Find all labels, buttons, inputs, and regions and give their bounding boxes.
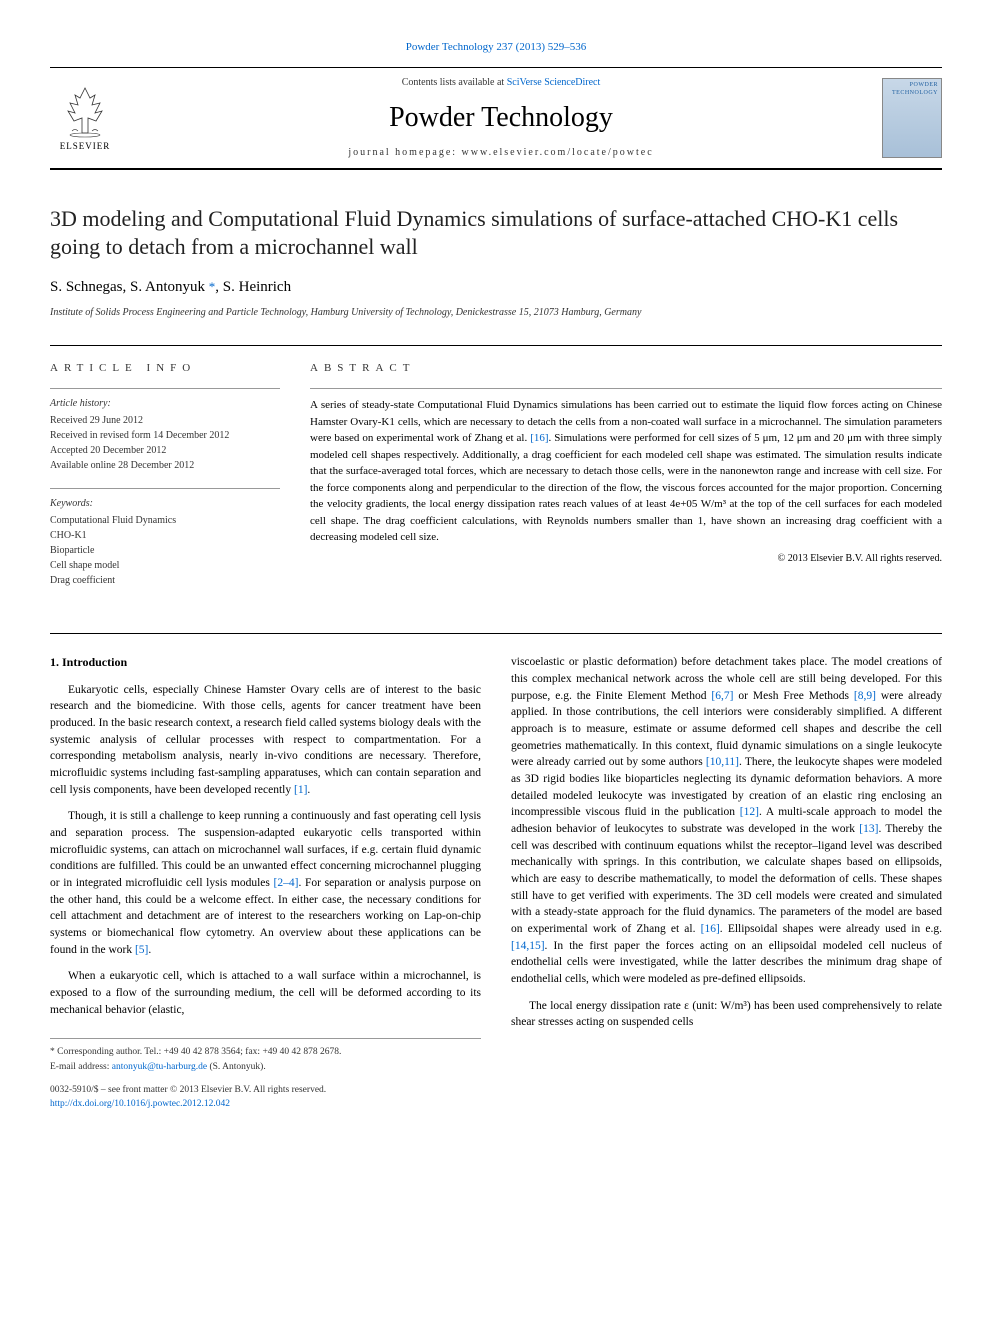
journal-title: Powder Technology bbox=[120, 98, 882, 137]
citation-ref[interactable]: [14,15] bbox=[511, 940, 545, 952]
contents-line: Contents lists available at SciVerse Sci… bbox=[120, 76, 882, 90]
affiliation: Institute of Solids Process Engineering … bbox=[50, 306, 942, 320]
journal-homepage: journal homepage: www.elsevier.com/locat… bbox=[120, 146, 882, 160]
body-paragraph: When a eukaryotic cell, which is attache… bbox=[50, 968, 481, 1018]
keyword: Computational Fluid Dynamics bbox=[50, 513, 280, 528]
body-text: or Mesh Free Methods bbox=[733, 690, 853, 702]
body-text: . bbox=[148, 944, 151, 956]
authors-prefix: S. Schnegas, S. Antonyuk bbox=[50, 279, 209, 295]
citation-ref[interactable]: [10,11] bbox=[706, 756, 739, 768]
body-text: Eukaryotic cells, especially Chinese Ham… bbox=[50, 684, 481, 796]
citation-ref[interactable]: [16] bbox=[530, 432, 548, 444]
keywords-block: Keywords: Computational Fluid Dynamics C… bbox=[50, 488, 280, 588]
issn-line: 0032-5910/$ – see front matter © 2013 El… bbox=[50, 1085, 326, 1095]
body-text: The local energy dissipation rate ε (uni… bbox=[511, 1000, 942, 1029]
citation-ref[interactable]: [12] bbox=[740, 806, 759, 818]
article-title: 3D modeling and Computational Fluid Dyna… bbox=[50, 205, 942, 262]
citation-ref[interactable]: [8,9] bbox=[854, 690, 876, 702]
elsevier-text: ELSEVIER bbox=[60, 140, 111, 153]
authors-line: S. Schnegas, S. Antonyuk *, S. Heinrich bbox=[50, 277, 942, 298]
received-date: Received 29 June 2012 bbox=[50, 413, 280, 428]
body-paragraph: viscoelastic or plastic deformation) bef… bbox=[511, 654, 942, 987]
citation-ref[interactable]: [13] bbox=[859, 823, 878, 835]
banner-center: Contents lists available at SciVerse Sci… bbox=[120, 76, 882, 159]
journal-cover-label: POWDER TECHNOLOGY bbox=[883, 79, 941, 100]
online-date: Available online 28 December 2012 bbox=[50, 458, 280, 473]
body-text: . Thereby the cell was described with co… bbox=[511, 823, 942, 935]
email-label: E-mail address: bbox=[50, 1062, 112, 1072]
body-column-left: 1. Introduction Eukaryotic cells, especi… bbox=[50, 654, 481, 1111]
info-abstract-row: ARTICLE INFO Article history: Received 2… bbox=[50, 345, 942, 603]
corresponding-author-note: * Corresponding author. Tel.: +49 40 42 … bbox=[50, 1045, 481, 1074]
elsevier-logo: ELSEVIER bbox=[50, 78, 120, 158]
section-heading: 1. Introduction bbox=[50, 654, 481, 671]
abstract-text: A series of steady-state Computational F… bbox=[310, 388, 942, 546]
abstract-heading: ABSTRACT bbox=[310, 361, 942, 376]
doi-link[interactable]: http://dx.doi.org/10.1016/j.powtec.2012.… bbox=[50, 1099, 230, 1109]
footer-separator: * Corresponding author. Tel.: +49 40 42 … bbox=[50, 1038, 481, 1074]
footer-copyright: 0032-5910/$ – see front matter © 2013 El… bbox=[50, 1084, 481, 1112]
article-info-heading: ARTICLE INFO bbox=[50, 361, 280, 376]
abstract-panel: ABSTRACT A series of steady-state Comput… bbox=[310, 361, 942, 603]
citation-link[interactable]: Powder Technology 237 (2013) 529–536 bbox=[50, 40, 942, 55]
body-paragraph: Though, it is still a challenge to keep … bbox=[50, 808, 481, 958]
authors-suffix: , S. Heinrich bbox=[215, 279, 291, 295]
accepted-date: Accepted 20 December 2012 bbox=[50, 443, 280, 458]
body-columns: 1. Introduction Eukaryotic cells, especi… bbox=[50, 633, 942, 1111]
keyword: CHO-K1 bbox=[50, 528, 280, 543]
keywords-label: Keywords: bbox=[50, 497, 280, 511]
article-info-panel: ARTICLE INFO Article history: Received 2… bbox=[50, 361, 280, 603]
abstract-text-part: . Simulations were performed for cell si… bbox=[310, 432, 942, 543]
revised-date: Received in revised form 14 December 201… bbox=[50, 428, 280, 443]
contents-prefix: Contents lists available at bbox=[402, 77, 507, 88]
email-suffix: (S. Antonyuk). bbox=[207, 1062, 266, 1072]
keyword: Drag coefficient bbox=[50, 573, 280, 588]
body-paragraph: Eukaryotic cells, especially Chinese Ham… bbox=[50, 682, 481, 799]
citation-ref[interactable]: [6,7] bbox=[711, 690, 733, 702]
history-block: Article history: Received 29 June 2012 R… bbox=[50, 388, 280, 473]
corr-label: * Corresponding author. Tel.: +49 40 42 … bbox=[50, 1047, 341, 1057]
body-column-right: viscoelastic or plastic deformation) bef… bbox=[511, 654, 942, 1111]
journal-banner: ELSEVIER Contents lists available at Sci… bbox=[50, 67, 942, 169]
citation-ref[interactable]: [5] bbox=[135, 944, 148, 956]
keyword: Bioparticle bbox=[50, 543, 280, 558]
body-text: . In the first paper the forces acting o… bbox=[511, 940, 942, 985]
body-text: . bbox=[307, 784, 310, 796]
body-text: . Ellipsoidal shapes were already used i… bbox=[720, 923, 942, 935]
journal-cover-thumbnail: POWDER TECHNOLOGY bbox=[882, 78, 942, 158]
elsevier-tree-icon bbox=[60, 83, 110, 138]
history-label: Article history: bbox=[50, 397, 280, 411]
citation-ref[interactable]: [1] bbox=[294, 784, 307, 796]
citation-ref[interactable]: [2–4] bbox=[274, 877, 299, 889]
email-link[interactable]: antonyuk@tu-harburg.de bbox=[112, 1062, 207, 1072]
body-text: When a eukaryotic cell, which is attache… bbox=[50, 970, 481, 1015]
body-paragraph: The local energy dissipation rate ε (uni… bbox=[511, 998, 942, 1031]
citation-ref[interactable]: [16] bbox=[701, 923, 720, 935]
abstract-copyright: © 2013 Elsevier B.V. All rights reserved… bbox=[310, 552, 942, 566]
keyword: Cell shape model bbox=[50, 558, 280, 573]
sciencedirect-link[interactable]: SciVerse ScienceDirect bbox=[507, 77, 601, 88]
